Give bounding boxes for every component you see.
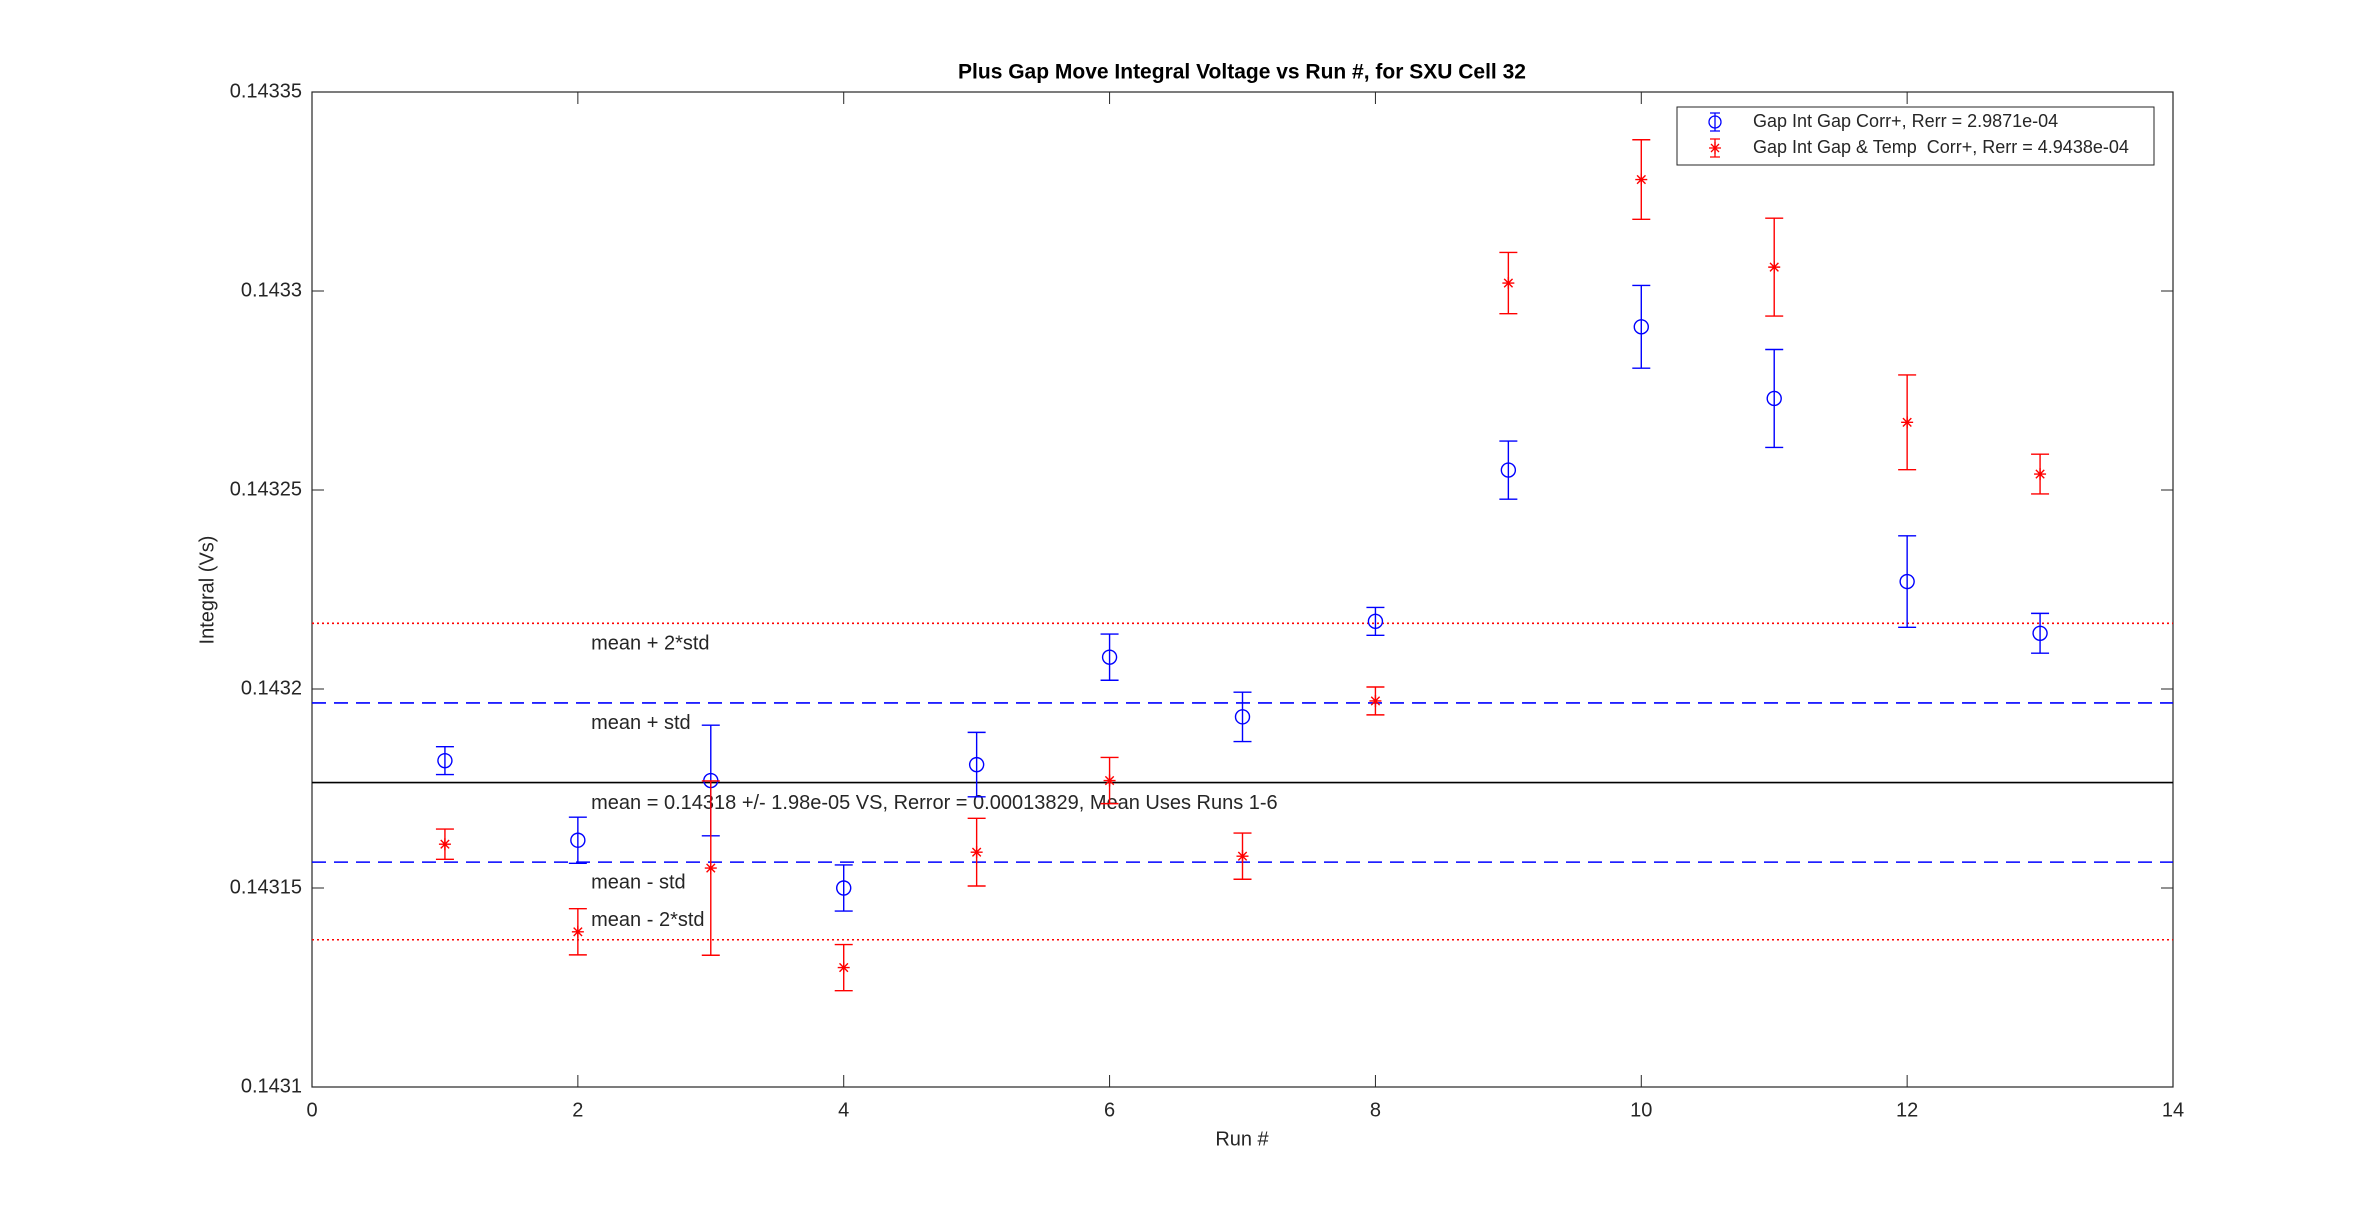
marker xyxy=(571,925,584,938)
error-bar xyxy=(1898,535,1917,629)
marker xyxy=(1234,709,1251,725)
marker xyxy=(970,846,983,859)
marker xyxy=(1369,694,1382,707)
error-bar xyxy=(1100,633,1119,681)
x-axis-label: Run # xyxy=(1215,1128,1269,1150)
y-tick-label: 0.1433 xyxy=(241,279,302,301)
marker xyxy=(836,880,852,896)
legend-box xyxy=(1676,106,2155,166)
y-tick-label: 0.14315 xyxy=(230,876,302,898)
x-tick-label: 2 xyxy=(572,1099,583,1121)
error-bar xyxy=(1499,440,1518,500)
marker xyxy=(438,838,451,851)
y-tick-label: 0.1432 xyxy=(241,677,302,699)
reference-label: mean + std xyxy=(591,712,691,734)
marker xyxy=(704,862,717,875)
error-bar xyxy=(967,731,986,798)
marker xyxy=(570,832,586,848)
marker xyxy=(1103,774,1116,787)
plot-area xyxy=(311,91,2174,1088)
x-tick-label: 0 xyxy=(306,1099,317,1121)
marker xyxy=(1768,261,1781,274)
error-bar xyxy=(1632,284,1651,369)
x-tick-label: 14 xyxy=(2162,1099,2184,1121)
marker xyxy=(2034,468,2047,481)
x-tick-label: 4 xyxy=(838,1099,849,1121)
x-tick-label: 10 xyxy=(1630,1099,1652,1121)
error-bar xyxy=(1233,691,1252,743)
marker xyxy=(837,961,850,974)
legend-label: Gap Int Gap & Temp Corr+, Rerr = 4.9438e… xyxy=(1753,137,2129,157)
marker xyxy=(1633,319,1649,335)
reference-label: mean + 2*std xyxy=(591,633,709,655)
error-bar xyxy=(1765,348,1784,449)
error-bar xyxy=(2031,612,2050,654)
marker xyxy=(1101,649,1118,665)
legend-label: Gap Int Gap Corr+, Rerr = 2.9871e-04 xyxy=(1753,111,2058,131)
error-bar xyxy=(435,746,454,776)
y-tick-label: 0.14325 xyxy=(230,478,302,500)
error-bar xyxy=(834,864,853,912)
x-tick-label: 8 xyxy=(1370,1099,1381,1121)
marker xyxy=(1367,613,1384,630)
y-tick-label: 0.1431 xyxy=(241,1075,302,1097)
error-bar xyxy=(568,816,587,865)
marker xyxy=(1502,277,1515,290)
reference-label: mean - std xyxy=(591,871,685,893)
chart-title: Plus Gap Move Integral Voltage vs Run #,… xyxy=(958,61,1526,84)
y-axis-label: Integral (Vs) xyxy=(196,536,218,645)
error-bar xyxy=(1366,606,1385,636)
x-tick-label: 6 xyxy=(1104,1099,1115,1121)
legend-errorbar xyxy=(1710,112,1720,132)
reference-label: mean - 2*std xyxy=(591,909,704,931)
marker xyxy=(2032,625,2048,641)
legend-marker xyxy=(1708,115,1722,129)
marker xyxy=(1901,416,1914,429)
marker xyxy=(1899,573,1915,590)
legend-marker xyxy=(1709,142,1721,154)
marker xyxy=(1766,390,1782,407)
marker xyxy=(1635,173,1648,186)
marker xyxy=(1236,850,1249,863)
marker xyxy=(968,756,985,773)
marker xyxy=(1500,462,1517,478)
reference-label: mean = 0.14318 +/- 1.98e-05 VS, Rerror =… xyxy=(591,792,1278,814)
marker xyxy=(437,752,453,769)
x-tick-label: 12 xyxy=(1896,1099,1918,1121)
y-tick-label: 0.14335 xyxy=(230,80,302,102)
legend-errorbar xyxy=(1710,138,1720,158)
